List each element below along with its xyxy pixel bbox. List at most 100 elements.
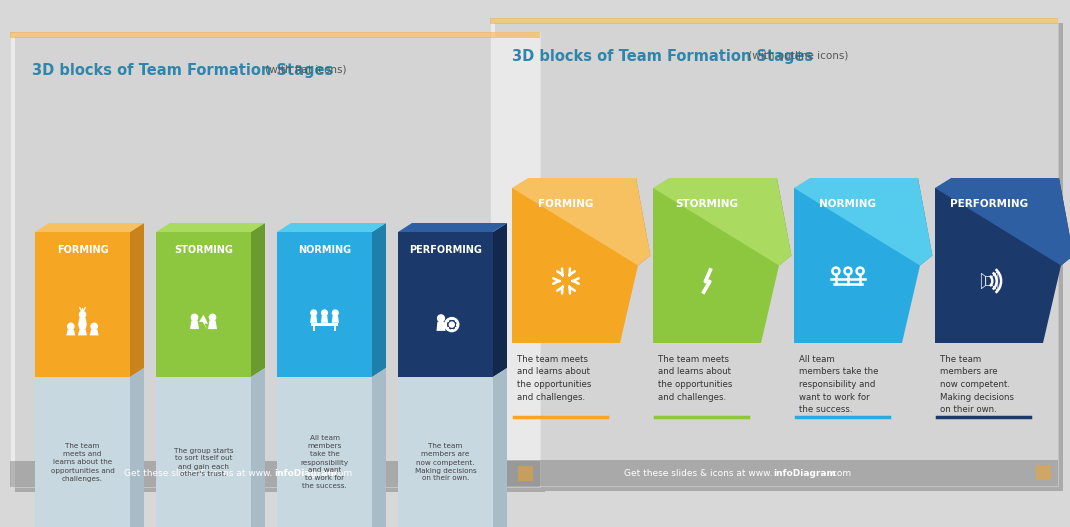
Polygon shape [620, 178, 651, 266]
Text: Get these slides & icons at www.: Get these slides & icons at www. [124, 470, 273, 479]
Text: 3D blocks of Team Formation Stages: 3D blocks of Team Formation Stages [513, 48, 813, 63]
Text: FORMING: FORMING [57, 245, 108, 255]
Polygon shape [35, 223, 144, 232]
Circle shape [192, 314, 198, 320]
Circle shape [210, 314, 216, 320]
Polygon shape [129, 368, 144, 527]
Polygon shape [35, 232, 129, 377]
Circle shape [333, 310, 338, 316]
Polygon shape [450, 318, 453, 320]
Text: 3D blocks of Team Formation Stages: 3D blocks of Team Formation Stages [32, 63, 333, 77]
Polygon shape [445, 324, 447, 326]
Polygon shape [190, 320, 199, 329]
Text: infoDiagram: infoDiagram [773, 469, 836, 477]
Text: The team meets
and learns about
the opportunities
and challenges.: The team meets and learns about the oppo… [658, 355, 732, 402]
Polygon shape [513, 178, 651, 266]
Polygon shape [653, 188, 779, 343]
Polygon shape [455, 320, 457, 322]
Text: The team meets
and learns about
the opportunities
and challenges.: The team meets and learns about the oppo… [517, 355, 592, 402]
Polygon shape [208, 320, 217, 329]
Polygon shape [372, 223, 386, 377]
Polygon shape [310, 316, 318, 323]
Text: FORMING: FORMING [538, 199, 594, 209]
Polygon shape [321, 316, 328, 323]
Text: All team
members take the
responsibility and
want to work for
the success.: All team members take the responsibility… [799, 355, 878, 414]
Circle shape [79, 311, 86, 318]
Polygon shape [490, 460, 1058, 486]
Polygon shape [129, 223, 144, 377]
Text: NORMING: NORMING [297, 245, 351, 255]
Polygon shape [437, 321, 445, 331]
Text: infoDiagram: infoDiagram [274, 470, 337, 479]
Polygon shape [447, 327, 449, 329]
Text: PERFORMING: PERFORMING [409, 245, 482, 255]
Polygon shape [312, 326, 315, 331]
Polygon shape [794, 178, 932, 266]
Polygon shape [311, 323, 338, 326]
Polygon shape [398, 223, 507, 232]
Polygon shape [456, 324, 458, 326]
Text: PERFORMING: PERFORMING [950, 199, 1028, 209]
Polygon shape [450, 329, 453, 331]
Circle shape [79, 323, 86, 329]
Polygon shape [490, 18, 1058, 24]
Polygon shape [1036, 465, 1051, 480]
Polygon shape [35, 377, 129, 527]
Text: STORMING: STORMING [675, 199, 738, 209]
Polygon shape [15, 37, 545, 492]
Polygon shape [493, 223, 507, 377]
Polygon shape [277, 223, 386, 232]
Text: STORMING: STORMING [174, 245, 233, 255]
Polygon shape [335, 326, 336, 331]
Polygon shape [251, 368, 265, 527]
Polygon shape [10, 461, 540, 487]
Polygon shape [1043, 178, 1070, 266]
Polygon shape [513, 188, 638, 343]
Polygon shape [935, 188, 1061, 343]
Polygon shape [332, 316, 339, 323]
Polygon shape [90, 329, 98, 335]
Polygon shape [455, 327, 457, 329]
Circle shape [449, 322, 455, 327]
Polygon shape [490, 18, 1058, 486]
Text: (with outline icons): (with outline icons) [745, 51, 849, 61]
Polygon shape [78, 318, 87, 326]
Polygon shape [66, 329, 75, 335]
Text: All team
members
take the
responsibility
and want
to work for
the success.: All team members take the responsibility… [301, 435, 349, 490]
Circle shape [67, 323, 74, 329]
Circle shape [438, 315, 444, 321]
Text: The group starts
to sort itself out
and gain each
other's trust.: The group starts to sort itself out and … [173, 447, 233, 477]
Polygon shape [935, 178, 1070, 266]
Polygon shape [199, 315, 208, 331]
Polygon shape [761, 178, 792, 266]
Polygon shape [10, 32, 540, 487]
Polygon shape [794, 188, 920, 343]
Text: The team
members are
now competent.
Making decisions
on their own.: The team members are now competent. Maki… [941, 355, 1014, 414]
Circle shape [310, 310, 317, 316]
Text: .com: .com [330, 470, 352, 479]
Circle shape [322, 310, 327, 316]
Polygon shape [398, 377, 493, 527]
Polygon shape [78, 329, 87, 335]
Text: .com: .com [829, 469, 851, 477]
Polygon shape [447, 320, 449, 322]
Circle shape [91, 323, 97, 329]
Polygon shape [372, 368, 386, 527]
Text: (with flat icons): (with flat icons) [262, 65, 347, 75]
Text: The team
meets and
learns about the
opportunities and
challenges.: The team meets and learns about the oppo… [50, 444, 114, 482]
Text: The team
members are
now competent.
Making decisions
on their own.: The team members are now competent. Maki… [415, 444, 476, 482]
Polygon shape [277, 232, 372, 377]
Polygon shape [493, 368, 507, 527]
Polygon shape [902, 178, 932, 266]
Polygon shape [10, 32, 540, 38]
Polygon shape [156, 223, 265, 232]
Polygon shape [156, 377, 251, 527]
Polygon shape [251, 223, 265, 377]
Polygon shape [277, 377, 372, 527]
Polygon shape [518, 466, 533, 481]
Text: NORMING: NORMING [820, 199, 876, 209]
Polygon shape [653, 178, 792, 266]
Polygon shape [495, 23, 1063, 491]
Polygon shape [156, 232, 251, 377]
Text: Get these slides & icons at www.: Get these slides & icons at www. [624, 469, 771, 477]
